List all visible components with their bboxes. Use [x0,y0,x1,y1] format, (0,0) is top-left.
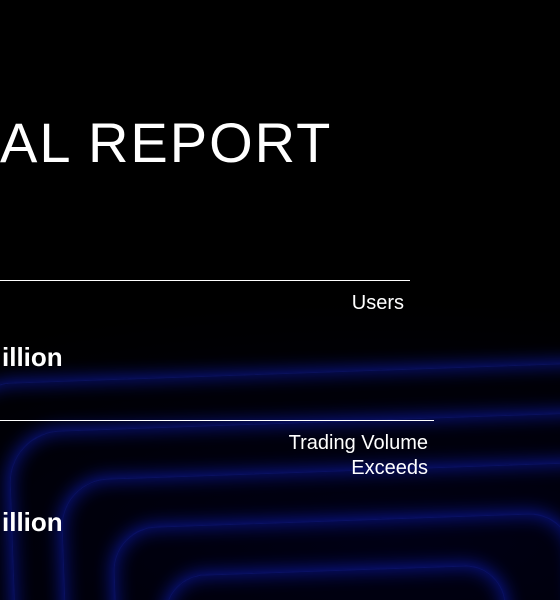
content-layer: AL REPORT Users illion Trading Volume Ex… [0,0,560,600]
stat-users: Users illion [0,280,410,373]
stat-value: illion [0,342,410,373]
stat-label: Trading Volume Exceeds [0,431,434,481]
stat-divider [0,420,434,421]
page-title: AL REPORT [0,110,332,175]
stat-divider [0,280,410,281]
stat-value: illion [0,507,434,538]
stat-label: Users [0,291,410,316]
stat-trading-volume: Trading Volume Exceeds illion [0,420,434,538]
